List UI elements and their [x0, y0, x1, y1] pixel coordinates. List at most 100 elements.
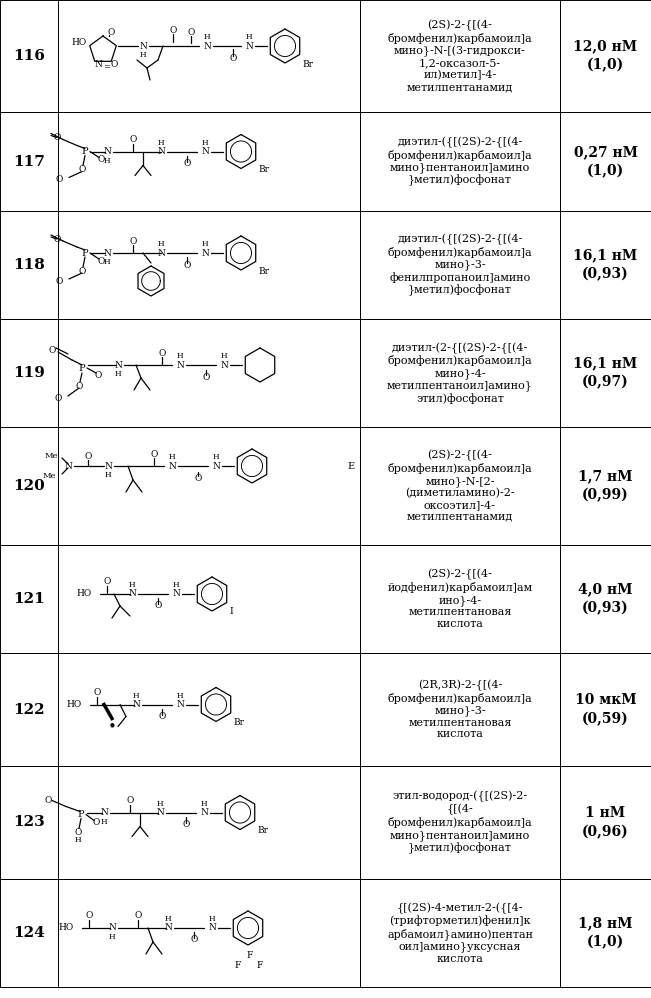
Text: H: H	[104, 258, 110, 266]
Text: I: I	[229, 608, 232, 617]
Text: N: N	[201, 147, 209, 156]
Text: P: P	[79, 363, 85, 372]
Text: N: N	[172, 590, 180, 599]
Text: O: O	[107, 28, 115, 37]
Text: 122: 122	[13, 703, 45, 717]
Text: F: F	[247, 951, 253, 960]
Bar	[560, 766, 651, 879]
Text: O: O	[158, 712, 166, 721]
Text: H: H	[105, 471, 111, 479]
Text: N: N	[64, 461, 72, 470]
Bar	[360, 427, 560, 545]
Text: N: N	[139, 42, 147, 51]
Text: N: N	[104, 461, 112, 470]
Bar	[0, 879, 58, 987]
Text: 4,0 нМ
(0,93): 4,0 нМ (0,93)	[578, 583, 633, 616]
Text: O: O	[55, 276, 63, 285]
Text: H: H	[202, 139, 208, 147]
Text: H: H	[245, 33, 253, 41]
Text: O: O	[184, 260, 191, 269]
Text: O: O	[53, 133, 61, 142]
Text: H: H	[176, 692, 184, 700]
Text: N: N	[176, 700, 184, 709]
Text: H: H	[140, 51, 146, 59]
Text: O: O	[229, 54, 237, 63]
Text: O: O	[190, 935, 198, 944]
Text: O: O	[53, 235, 61, 244]
Text: N: N	[100, 808, 108, 817]
Text: (2S)-2-{[(4-
бромфенил)карбамоил]а
мино}-N-[(3-гидрокси-
1,2-оксазол-5-
ил)метил: (2S)-2-{[(4- бромфенил)карбамоил]а мино}…	[387, 20, 533, 92]
Text: F: F	[235, 961, 241, 970]
Text: 1,7 нМ
(0,99): 1,7 нМ (0,99)	[578, 470, 633, 502]
Text: O: O	[97, 155, 105, 164]
Text: N: N	[157, 147, 165, 156]
Bar	[0, 112, 58, 211]
Text: диэтил-(2-{[(2S)-2-{[(4-
бромфенил)карбамоил]а
мино}-4-
метилпентаноил]амино}
эт: диэтил-(2-{[(2S)-2-{[(4- бромфенил)карба…	[387, 342, 533, 404]
Text: H: H	[209, 915, 215, 923]
Text: HO: HO	[72, 38, 87, 47]
Bar	[58, 319, 360, 427]
Text: N: N	[164, 923, 172, 932]
Bar	[58, 427, 360, 545]
Text: H: H	[176, 352, 184, 360]
Text: HO: HO	[67, 700, 82, 709]
Text: O: O	[158, 348, 166, 357]
Bar	[560, 545, 651, 653]
Text: этил-водород-({[(2S)-2-
{[(4-
бромфенил)карбамоил]а
мино}пентаноил]амино
}метил): этил-водород-({[(2S)-2- {[(4- бромфенил)…	[387, 791, 533, 854]
Text: N: N	[132, 700, 140, 709]
Text: O: O	[130, 237, 137, 246]
Text: N: N	[176, 360, 184, 369]
Text: 123: 123	[13, 815, 45, 829]
Bar	[360, 653, 560, 766]
Text: (2R,3R)-2-{[(4-
бромфенил)карбамоил]а
мино}-3-
метилпентановая
кислота: (2R,3R)-2-{[(4- бромфенил)карбамоил]а ми…	[387, 680, 533, 740]
Bar	[560, 427, 651, 545]
Text: O: O	[194, 473, 202, 482]
Bar	[560, 112, 651, 211]
Text: =: =	[104, 63, 111, 71]
Text: N: N	[128, 590, 136, 599]
Text: Br: Br	[258, 165, 269, 174]
Text: Br: Br	[233, 718, 244, 727]
Text: O: O	[187, 28, 195, 37]
Text: O: O	[74, 828, 81, 837]
Text: O: O	[78, 165, 86, 174]
Text: H: H	[115, 370, 121, 378]
Bar	[58, 766, 360, 879]
Text: 1 нМ
(0,96): 1 нМ (0,96)	[582, 806, 629, 839]
Text: 117: 117	[13, 155, 45, 169]
Bar	[560, 319, 651, 427]
Bar	[560, 211, 651, 319]
Text: 12,0 нМ
(1,0): 12,0 нМ (1,0)	[574, 40, 637, 72]
Text: H: H	[173, 581, 179, 589]
Text: H: H	[165, 915, 171, 923]
Bar	[58, 112, 360, 211]
Text: Br: Br	[302, 60, 313, 69]
Bar	[0, 766, 58, 879]
Text: 0,27 нМ
(1,0): 0,27 нМ (1,0)	[574, 145, 637, 178]
Text: O: O	[110, 60, 118, 69]
Text: O: O	[126, 796, 133, 805]
Text: F: F	[256, 961, 263, 970]
Text: P: P	[81, 147, 89, 156]
Text: H: H	[104, 157, 110, 165]
Text: H: H	[101, 817, 107, 825]
Text: O: O	[85, 451, 92, 460]
Bar	[360, 879, 560, 987]
Text: O: O	[184, 159, 191, 168]
Text: Me: Me	[42, 472, 56, 480]
Text: H: H	[158, 139, 164, 147]
Text: HO: HO	[59, 923, 74, 932]
Bar	[58, 879, 360, 987]
Text: O: O	[202, 372, 210, 381]
Text: O: O	[92, 818, 100, 827]
Text: O: O	[154, 602, 161, 611]
Text: 116: 116	[13, 49, 45, 63]
Text: O: O	[49, 345, 56, 354]
Text: 10 мкМ
(0,59): 10 мкМ (0,59)	[575, 694, 636, 726]
Text: H: H	[201, 799, 207, 807]
Text: 120: 120	[13, 479, 45, 493]
Text: диэтил-({[(2S)-2-{[(4-
бромфенил)карбамоил]а
мино}пентаноил]амино
}метил)фосфона: диэтил-({[(2S)-2-{[(4- бромфенил)карбамо…	[387, 137, 533, 187]
Bar	[560, 0, 651, 112]
Text: ●: ●	[109, 722, 115, 727]
Text: HO: HO	[77, 590, 92, 599]
